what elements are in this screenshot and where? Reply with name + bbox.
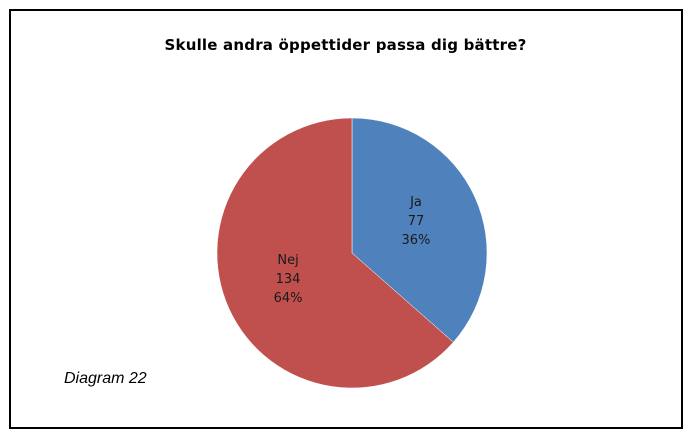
- slice-label-ja: Ja: [409, 195, 422, 210]
- diagram-caption: Diagram 22: [64, 370, 147, 387]
- slice-value-ja: 77: [408, 214, 425, 229]
- chart-title: Skulle andra öppettider passa dig bättre…: [164, 36, 527, 54]
- slice-percent-ja: 36%: [402, 233, 431, 248]
- pie-slice-nej: [216, 117, 454, 389]
- pie-slice-ja: [351, 117, 488, 343]
- slice-value-nej: 134: [276, 272, 301, 287]
- slice-label-nej: Nej: [277, 253, 298, 268]
- slice-percent-nej: 64%: [274, 291, 303, 306]
